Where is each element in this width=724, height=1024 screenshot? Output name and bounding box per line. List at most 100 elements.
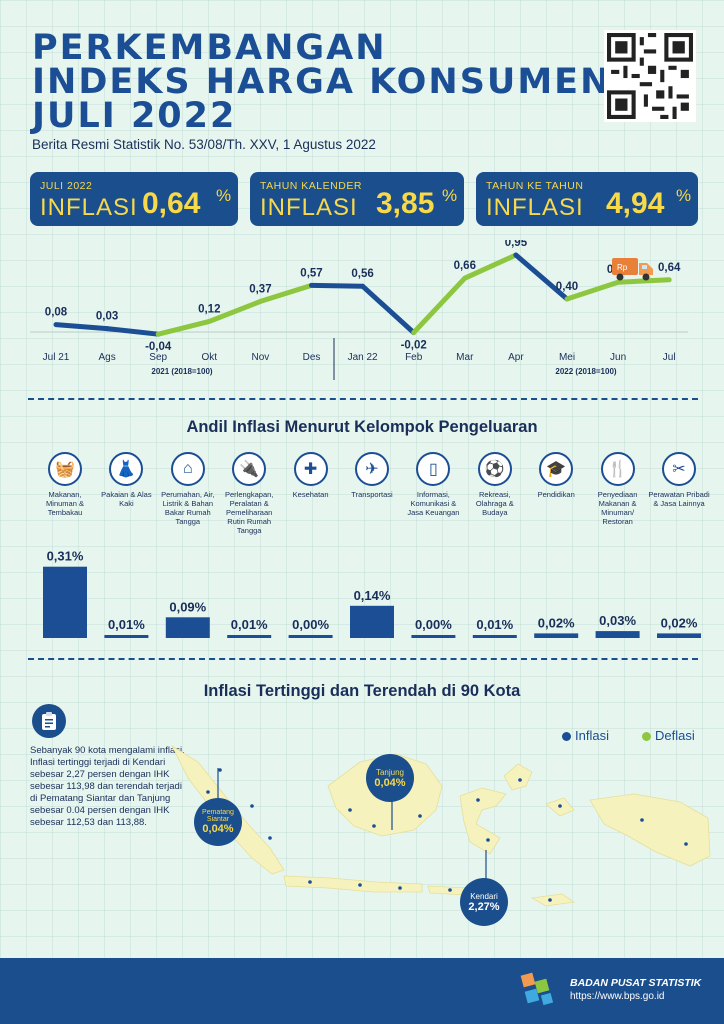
title-line-1: PERKEMBANGAN — [32, 28, 387, 68]
category-item: ✚ Kesehatan — [280, 452, 342, 499]
bar-value-label: 0,14% — [354, 588, 391, 603]
category-label: Kesehatan — [292, 490, 329, 499]
food-basket-icon: 🧺 — [48, 452, 82, 486]
contribution-bar-chart: 0,31% 0,01% 0,09% 0,01% 0,00% 0,14% 0,00% 0,01%… — [43, 549, 701, 638]
line-value-label: 0,37 — [249, 283, 271, 295]
card-monthly-inflation: JULI 2022 INFLASI 0,64 % — [30, 172, 238, 226]
legend-dot — [642, 732, 651, 742]
category-label: Perawatan Pribadi & Jasa Lainnya — [648, 490, 710, 508]
legend-label: Inflasi — [575, 728, 609, 743]
line-segment — [155, 318, 212, 337]
appliance-icon: 🔌 — [232, 452, 267, 486]
bar-value-label: 0,01% — [476, 617, 513, 632]
category-label: Perumahan, Air, Listrik & Bahan Bakar Ru… — [161, 490, 215, 526]
category-row: 🧺 Makanan, Minuman & Tembakau 👗 Pakaian & A… — [0, 452, 724, 542]
line-segment — [513, 252, 570, 302]
year-group-label: 2022 (2018=100) — [555, 367, 617, 376]
svg-text:Rp: Rp — [617, 263, 628, 272]
map-section-title: Inflasi Tertinggi dan Terendah di 90 Kot… — [203, 682, 521, 700]
medical-kit-icon: ✚ — [293, 452, 328, 486]
card-value: 0,64 — [142, 187, 201, 220]
contribution-bar — [43, 566, 87, 638]
category-item: 🔌 Perlengkapan, Peralatan & Pemeliharaan … — [218, 452, 280, 535]
category-label: Pakaian & Alas Kaki — [101, 490, 152, 508]
year-group-label: 2021 (2018=100) — [151, 367, 213, 376]
restaurant-icon: 🍴 — [600, 452, 635, 486]
house-icon: ⌂ — [170, 452, 205, 486]
card-value: 4,94 — [606, 187, 665, 220]
contribution-bar — [227, 635, 272, 638]
section-divider — [28, 398, 698, 400]
line-month-label: Jun — [610, 352, 626, 363]
card-unit: % — [442, 186, 458, 205]
phone-icon: ▯ — [416, 452, 451, 486]
sports-icon: ⚽ — [477, 452, 512, 486]
map-note: Sebanyak 90 kota mengalami inflasi. Infl… — [30, 745, 185, 828]
category-item: 🍴 Penyediaan Makanan & Minuman/ Restoran — [587, 452, 649, 526]
line-segment — [53, 322, 110, 332]
city-name: Tanjung — [375, 767, 405, 777]
line-month-label: Okt — [202, 352, 218, 363]
footer: BADAN PUSAT STATISTIK https://www.bps.go… — [0, 958, 724, 1024]
category-label: Transportasi — [351, 490, 393, 499]
line-month-label: Apr — [508, 352, 524, 363]
contribution-bar — [411, 635, 456, 638]
city-name: Pematang Siantar — [202, 809, 234, 823]
contribution-bar — [595, 631, 640, 638]
line-value-label: 0,95 — [505, 240, 528, 249]
title-line-2: INDEKS HARGA KONSUMEN — [32, 62, 612, 102]
category-label: Pendidikan — [537, 490, 575, 499]
contribution-bar — [472, 635, 517, 638]
line-month-label: Jul — [663, 352, 676, 363]
city-bubble-tanjung: Tanjung 0,04% — [366, 754, 414, 802]
contribution-bar — [104, 635, 149, 638]
dress-icon: 👗 — [109, 452, 144, 486]
line-segment — [206, 298, 263, 324]
clipboard-icon — [32, 704, 66, 738]
contribution-bar — [165, 617, 210, 638]
line-value-label: 0,08 — [45, 307, 68, 319]
contribution-bar — [350, 605, 394, 638]
category-item: ⚽ Rekreasi, Olahraga & Budaya — [464, 452, 526, 517]
bar-value-label: 0,02% — [661, 615, 698, 630]
city-value: 0,04% — [374, 776, 406, 789]
line-month-label: Jan 22 — [348, 352, 378, 363]
indonesia-map — [171, 744, 711, 907]
line-value-label: 0,57 — [300, 267, 322, 279]
legend-inflasi: Inflasi — [562, 728, 609, 743]
card-value: 3,85 — [376, 187, 435, 220]
card-caption: TAHUN KALENDER — [260, 180, 362, 192]
title-line-3: JULI 2022 — [32, 96, 237, 136]
category-item: ✂ Perawatan Pribadi & Jasa Lainnya — [648, 452, 710, 508]
line-value-label: 0,66 — [454, 260, 476, 272]
card-calendar-inflation: TAHUN KALENDER INFLASI 3,85 % — [250, 172, 464, 226]
scissors-icon: ✂ — [662, 452, 696, 486]
page-subtitle: Berita Resmi Statistik No. 53/08/Th. XXV… — [32, 137, 376, 152]
footer-url[interactable]: https://www.bps.go.id — [570, 991, 665, 1002]
contribution-bar — [288, 635, 333, 638]
category-item: 👗 Pakaian & Alas Kaki — [95, 452, 157, 508]
bar-value-label: 0,01% — [231, 617, 268, 632]
card-label: INFLASI — [40, 194, 138, 221]
line-segment — [360, 283, 417, 336]
legend-dot — [562, 732, 571, 742]
legend-label: Deflasi — [655, 728, 695, 743]
airplane-icon: ✈ — [355, 452, 389, 486]
category-label: Makanan, Minuman & Tembakau — [46, 490, 84, 517]
bar-value-label: 0,03% — [599, 613, 636, 628]
card-caption: JULI 2022 — [40, 180, 93, 192]
line-segment — [104, 326, 161, 337]
line-segment — [257, 282, 314, 304]
line-segment — [615, 277, 672, 285]
category-label: Informasi, Komunikasi & Jasa Keuangan — [407, 490, 460, 517]
card-unit: % — [216, 186, 232, 205]
card-unit: % — [676, 186, 692, 205]
graduation-cap-icon: 🎓 — [539, 452, 574, 486]
contribution-section-title: Andil Inflasi Menurut Kelompok Pengeluar… — [186, 418, 538, 436]
line-segment — [309, 282, 366, 289]
card-label: INFLASI — [260, 194, 358, 221]
qr-code-icon[interactable] — [604, 30, 696, 122]
category-label: Rekreasi, Olahraga & Budaya — [475, 490, 514, 517]
bps-logo-icon — [520, 970, 564, 1013]
bar-value-label: 0,00% — [415, 617, 452, 632]
